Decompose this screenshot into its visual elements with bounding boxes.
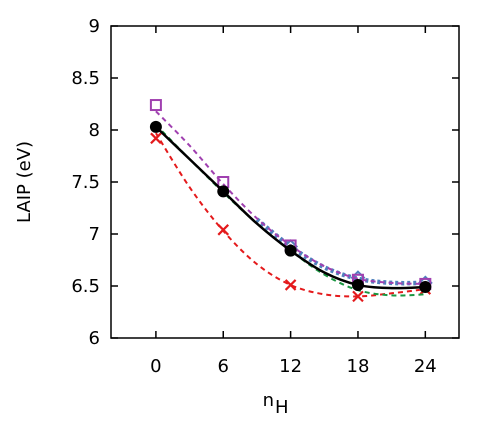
series-0 <box>150 132 432 303</box>
data-point-x-marker <box>150 132 162 145</box>
series-line <box>255 217 426 286</box>
y-tick-label: 8.5 <box>71 68 100 89</box>
series-line <box>155 125 426 290</box>
y-tick-label: 7.5 <box>71 172 100 193</box>
axis-ticks: 0 6 12 18 24 6 6.5 7 7.5 8 8.5 9 <box>71 16 459 377</box>
x-axis-label-subscript: H <box>275 397 289 418</box>
plot-frame <box>110 25 460 339</box>
y-axis-label: LAIP (eV) <box>14 141 35 223</box>
data-point-circle-marker <box>284 244 297 257</box>
series-4 <box>149 120 432 294</box>
x-tick-label: 24 <box>414 356 437 377</box>
y-tick-label: 6 <box>89 328 100 349</box>
series-3 <box>149 99 432 290</box>
plot-layer <box>149 99 433 303</box>
series-1 <box>155 124 426 297</box>
y-tick-label: 9 <box>89 16 100 37</box>
x-tick-label: 6 <box>218 356 229 377</box>
series-line <box>155 132 426 298</box>
series-line <box>155 124 426 297</box>
x-tick-label: 0 <box>150 356 161 377</box>
data-point-x-marker <box>217 224 230 236</box>
data-point-x-marker <box>352 290 364 303</box>
data-point-circle-marker <box>419 281 432 294</box>
data-point-circle-marker <box>149 120 162 133</box>
data-point-circle-marker <box>217 185 230 198</box>
x-tick-label: 18 <box>347 356 370 377</box>
y-tick-label: 8 <box>89 120 100 141</box>
series-2 <box>255 217 433 291</box>
y-tick-label: 7 <box>89 224 100 245</box>
y-tick-label: 6.5 <box>71 276 100 297</box>
data-point-x-marker <box>284 279 297 291</box>
data-point-square-marker <box>149 99 162 112</box>
x-axis-label: n <box>263 390 274 411</box>
data-point-circle-marker <box>351 278 364 291</box>
x-tick-label: 12 <box>279 356 302 377</box>
